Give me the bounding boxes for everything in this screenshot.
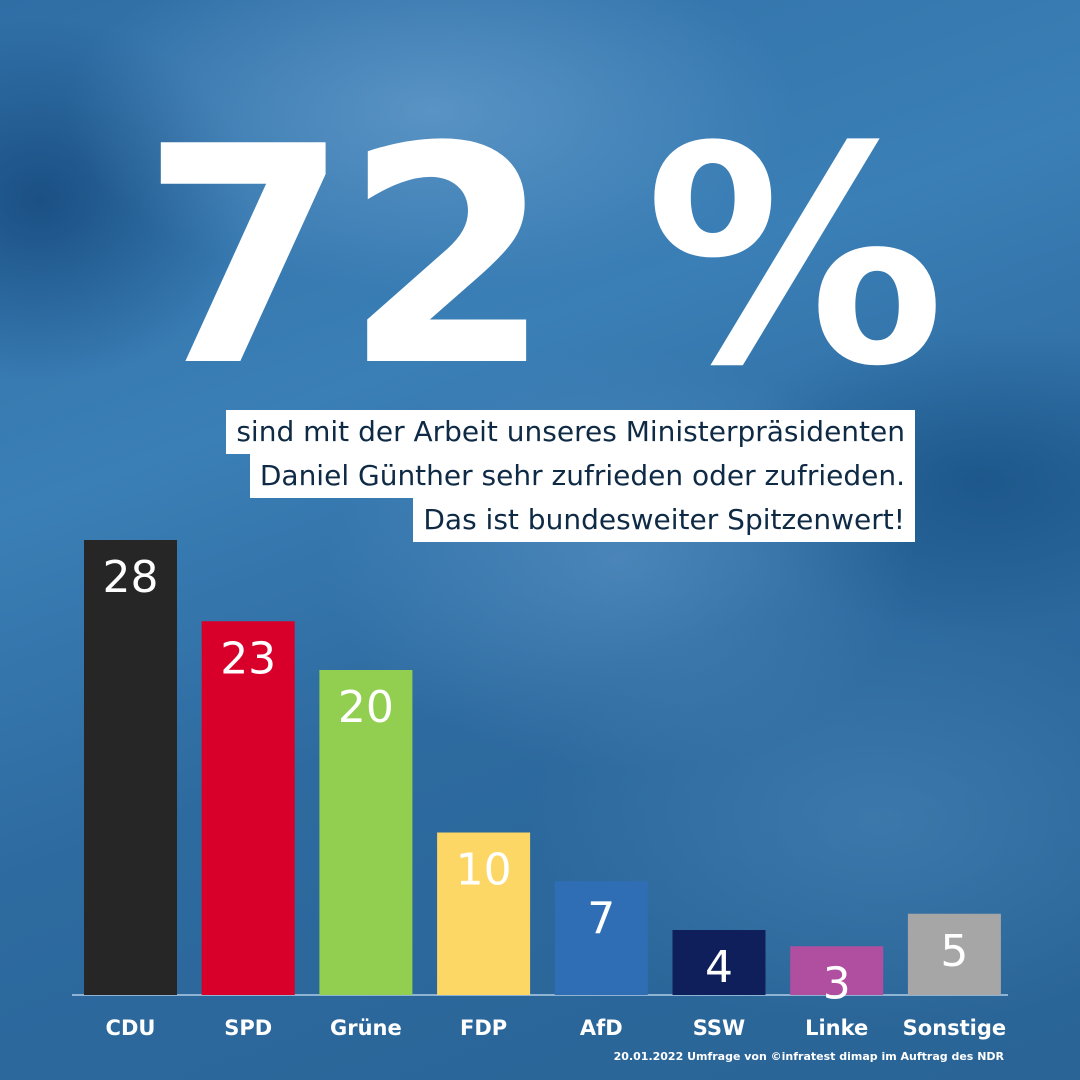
bar-sonstige xyxy=(907,913,1001,995)
bar-linke xyxy=(790,946,884,995)
value-label-sonstige: 5 xyxy=(940,926,968,977)
value-label-fdp: 10 xyxy=(456,845,512,896)
subtitle-line-2: Daniel Günther sehr zufrieden oder zufri… xyxy=(249,454,915,498)
source-footnote: 20.01.2022 Umfrage von ©infratest dimap … xyxy=(613,1050,1004,1063)
category-label-linke: Linke xyxy=(805,1016,868,1040)
bar-ssw xyxy=(672,930,766,995)
subtitle-line-3: Das ist bundesweiter Spitzenwert! xyxy=(413,498,915,542)
category-label-afd: AfD xyxy=(580,1016,623,1040)
subtitle-line-1: sind mit der Arbeit unseres Ministerpräs… xyxy=(226,410,915,454)
category-label-gr-ne: Grüne xyxy=(330,1016,402,1040)
category-label-spd: SPD xyxy=(224,1016,272,1040)
bar-cdu xyxy=(84,540,177,995)
value-label-afd: 7 xyxy=(587,893,615,944)
headline-percentage: 72 % xyxy=(140,83,946,432)
value-label-spd: 23 xyxy=(220,633,276,684)
bar-afd xyxy=(554,881,648,995)
bar-spd xyxy=(201,621,295,995)
value-label-linke: 3 xyxy=(823,958,851,1009)
value-label-gr-ne: 20 xyxy=(338,682,394,733)
category-label-ssw: SSW xyxy=(693,1016,745,1040)
bar-gr-ne xyxy=(319,670,413,995)
value-label-cdu: 28 xyxy=(103,552,159,603)
bar-fdp xyxy=(437,832,531,995)
category-label-cdu: CDU xyxy=(106,1016,156,1040)
category-label-sonstige: Sonstige xyxy=(903,1016,1007,1040)
value-label-ssw: 4 xyxy=(705,942,733,993)
subtitle-block: sind mit der Arbeit unseres Ministerpräs… xyxy=(226,410,915,542)
category-label-fdp: FDP xyxy=(460,1016,507,1040)
